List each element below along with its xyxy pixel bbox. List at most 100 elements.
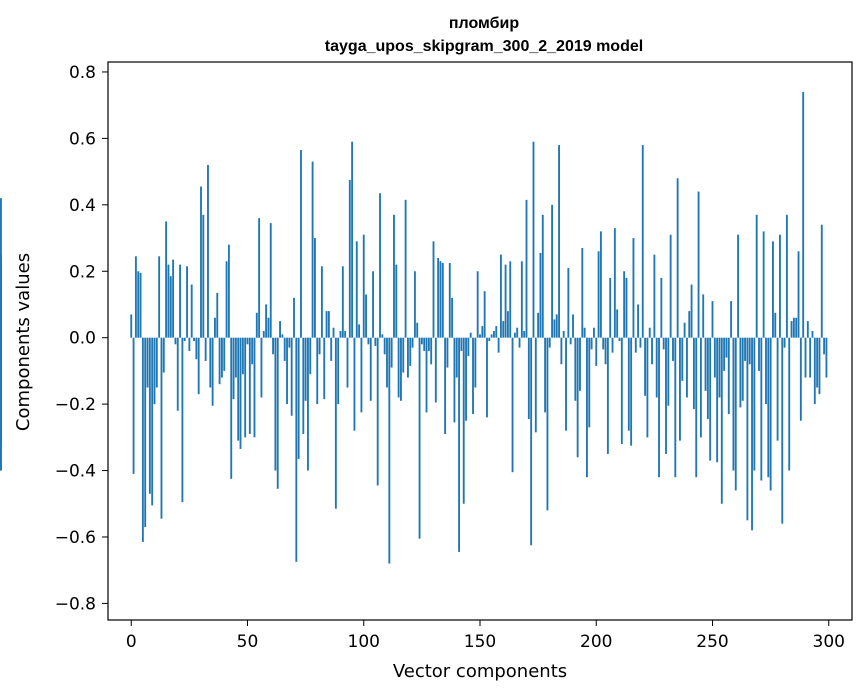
bar — [651, 337, 653, 365]
bar — [162, 337, 165, 373]
y-tick-label: −0.4 — [55, 462, 96, 482]
bar — [779, 234, 781, 338]
bar — [665, 337, 667, 454]
bar — [200, 186, 202, 338]
bar — [595, 337, 598, 366]
bar — [739, 337, 742, 408]
bar — [381, 334, 384, 338]
bar — [767, 337, 770, 478]
bar — [148, 337, 151, 494]
bar — [367, 337, 370, 345]
bar — [325, 311, 328, 338]
bar — [755, 214, 758, 338]
bar — [232, 337, 235, 400]
bar — [327, 311, 330, 338]
bar — [151, 337, 154, 506]
bar — [551, 204, 554, 338]
bar — [748, 337, 751, 365]
bar — [811, 331, 814, 338]
bar — [314, 238, 316, 338]
bar — [609, 277, 612, 338]
bar — [625, 277, 628, 338]
bar — [320, 266, 323, 338]
bar — [704, 337, 707, 391]
bar — [581, 248, 584, 338]
bar — [644, 337, 647, 396]
bar — [813, 337, 816, 405]
plot-frame — [107, 61, 853, 621]
bar — [706, 337, 709, 420]
bar — [565, 337, 567, 431]
bar — [527, 337, 530, 420]
bar — [637, 304, 640, 338]
bar — [504, 264, 507, 338]
bar — [267, 317, 270, 338]
bar — [602, 337, 605, 350]
bar — [390, 337, 393, 368]
bar — [190, 284, 193, 338]
bar — [448, 262, 451, 338]
bar — [418, 337, 421, 539]
bar — [672, 337, 674, 361]
bar — [283, 337, 286, 361]
bar — [697, 191, 700, 338]
bar — [469, 332, 472, 338]
bar — [218, 337, 221, 385]
bar — [520, 261, 523, 338]
bar — [304, 337, 307, 401]
bar — [172, 259, 175, 338]
x-tick-label: 150 — [464, 632, 496, 652]
bar — [316, 337, 319, 405]
bar — [137, 271, 140, 338]
bar — [753, 337, 756, 471]
bar — [383, 337, 386, 355]
bar — [0, 198, 2, 338]
bar — [355, 241, 358, 338]
bar — [397, 337, 400, 398]
bar — [776, 337, 779, 441]
bar — [407, 337, 409, 378]
bar — [346, 337, 349, 388]
bar — [272, 337, 274, 355]
bar — [613, 228, 616, 338]
bars-group — [0, 91, 828, 564]
bar — [353, 337, 356, 431]
bar — [548, 337, 551, 348]
bar — [809, 337, 812, 378]
y-tick-label: 0.4 — [69, 196, 96, 216]
bar — [746, 337, 749, 521]
bar — [597, 251, 600, 338]
bar — [404, 199, 407, 338]
bar — [251, 337, 254, 365]
bar — [676, 178, 679, 338]
bar — [416, 322, 419, 338]
y-tick-label: −0.2 — [55, 395, 96, 415]
bar — [537, 312, 540, 338]
bar — [402, 337, 405, 373]
bar — [439, 261, 442, 338]
bar — [741, 337, 744, 401]
bar — [246, 337, 249, 345]
bar — [207, 164, 209, 338]
bar — [648, 327, 651, 338]
bar — [139, 272, 142, 338]
bar — [221, 337, 223, 378]
bar — [351, 141, 354, 338]
bar — [474, 337, 477, 388]
x-axis-label: Vector components — [393, 661, 567, 682]
bar — [788, 337, 791, 471]
bar — [820, 224, 823, 338]
bar — [523, 331, 526, 338]
bar — [660, 277, 663, 338]
bar — [560, 337, 563, 365]
bar — [599, 231, 602, 338]
bar — [307, 337, 309, 471]
bar — [481, 326, 484, 338]
y-tick-label: 0.0 — [69, 329, 96, 349]
bar — [639, 337, 642, 348]
bar — [716, 337, 719, 463]
bar — [209, 337, 212, 388]
bar — [774, 312, 777, 338]
bar — [623, 271, 626, 338]
